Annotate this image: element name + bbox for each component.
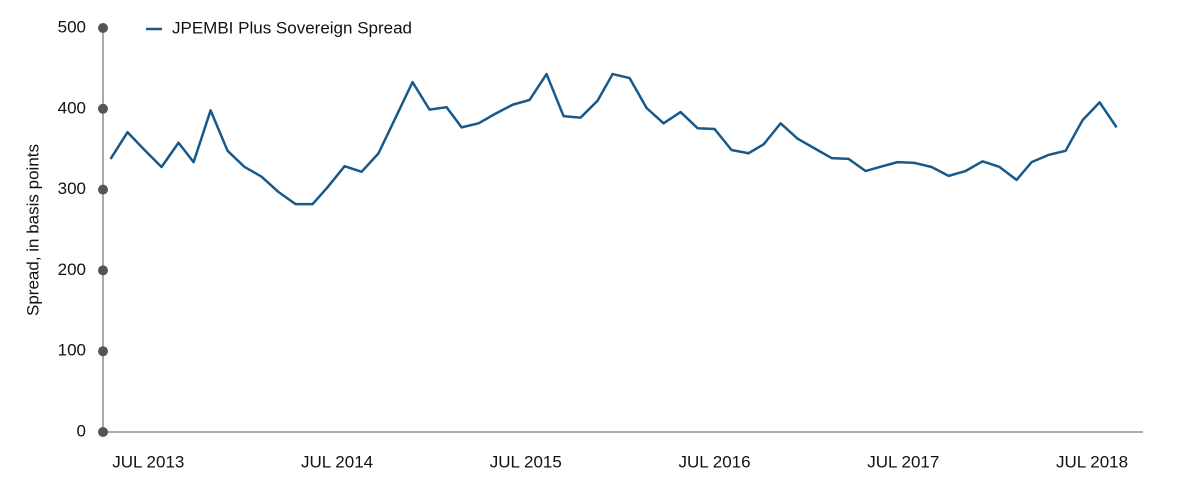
x-tick-label: JUL 2014 (301, 452, 373, 471)
y-tick-label: 300 (58, 179, 86, 198)
legend-label: JPEMBI Plus Sovereign Spread (172, 18, 412, 37)
x-tick-label: JUL 2017 (867, 452, 939, 471)
x-tick-label: JUL 2015 (490, 452, 562, 471)
y-tick-dot (98, 23, 108, 33)
data-line (109, 72, 1118, 206)
y-tick-dot (98, 346, 108, 357)
y-tick-dot (98, 427, 108, 437)
y-axis-label: Spread, in basis points (23, 144, 42, 316)
y-tick-label: 100 (58, 341, 86, 360)
y-tick-label: 500 (58, 17, 86, 36)
y-tick-label: 200 (58, 260, 86, 279)
y-tick-dot (98, 265, 108, 276)
x-tick-label: JUL 2013 (112, 452, 184, 471)
y-tick-label: 400 (58, 98, 86, 117)
y-tick-label: 0 (77, 421, 86, 440)
y-tick-dot (98, 103, 108, 114)
x-tick-label: JUL 2018 (1056, 452, 1128, 471)
y-tick-dot (98, 184, 108, 195)
x-tick-label: JUL 2016 (678, 452, 750, 471)
